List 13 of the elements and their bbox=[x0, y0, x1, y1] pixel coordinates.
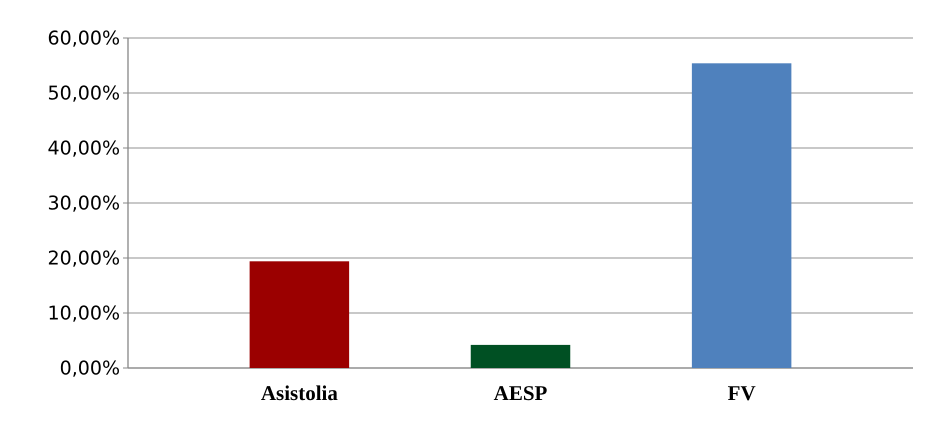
y-tick-label: 10,00% bbox=[48, 302, 120, 325]
y-tick-label: 0,00% bbox=[60, 358, 120, 380]
x-tick-label: AESP bbox=[494, 381, 548, 405]
y-tick-label: 60,00% bbox=[48, 28, 120, 50]
y-tick-label: 30,00% bbox=[48, 192, 120, 215]
x-tick-label: Asistolia bbox=[260, 381, 338, 405]
y-tick-label: 20,00% bbox=[48, 248, 120, 270]
bar bbox=[692, 63, 792, 368]
x-tick-label: FV bbox=[728, 381, 756, 405]
bar bbox=[250, 261, 350, 368]
y-tick-label: 50,00% bbox=[48, 82, 120, 105]
bar bbox=[470, 344, 570, 368]
y-tick-label: 40,00% bbox=[48, 138, 120, 160]
